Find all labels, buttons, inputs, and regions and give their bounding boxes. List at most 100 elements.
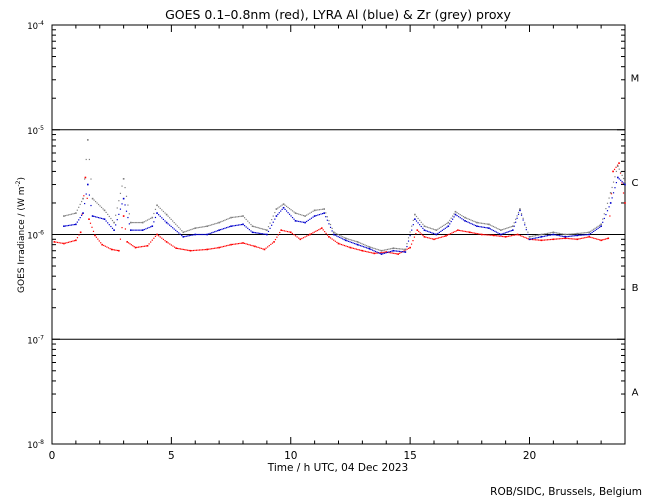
series-dot — [191, 250, 193, 252]
series-dot — [567, 237, 569, 240]
series-dot — [224, 219, 226, 221]
data-point — [63, 242, 65, 245]
data-point — [313, 215, 316, 217]
series-dot — [566, 233, 568, 235]
series-dot — [162, 238, 165, 241]
series-dot — [106, 246, 108, 248]
series-dot — [521, 235, 523, 237]
series-dot — [593, 237, 595, 239]
series-dot — [172, 220, 174, 222]
series-dot — [109, 248, 111, 250]
series-dot — [329, 223, 332, 226]
series-dot — [386, 251, 389, 254]
series-dot — [474, 224, 477, 227]
series-dot — [489, 224, 492, 226]
series-dot — [182, 248, 184, 251]
data-point — [564, 233, 567, 236]
series-dot — [97, 238, 99, 240]
series-dot — [437, 232, 439, 235]
series-dot — [364, 250, 366, 252]
series-dot — [500, 235, 502, 237]
data-point — [488, 223, 490, 226]
series-dot — [561, 233, 563, 235]
series-dot — [274, 211, 276, 214]
data-point — [600, 223, 602, 226]
series-dot — [364, 246, 366, 248]
series-dot — [531, 235, 534, 237]
series-dot — [534, 239, 537, 241]
series-dot — [334, 240, 336, 242]
series-dot — [304, 236, 306, 238]
series-dot — [179, 233, 181, 235]
series-dot — [602, 221, 604, 223]
series-dot — [425, 230, 427, 232]
series-dot — [272, 215, 274, 217]
series-dot — [497, 235, 499, 237]
series-dot — [111, 219, 114, 222]
series-dot — [81, 214, 83, 216]
flare-class-label: B — [632, 283, 639, 294]
series-dot — [312, 210, 314, 212]
data-point — [165, 241, 168, 243]
series-dot — [376, 251, 378, 253]
data-point — [282, 206, 285, 209]
series-dot — [450, 220, 452, 223]
series-dot — [428, 231, 430, 233]
data-point — [242, 215, 244, 217]
series-dot — [98, 240, 100, 242]
flare-class-label: C — [632, 178, 639, 189]
series-dot — [195, 249, 198, 251]
series-dot — [477, 222, 480, 224]
series-dot — [170, 225, 172, 228]
series-dot — [606, 202, 609, 204]
series-dot — [307, 213, 309, 215]
series-dot — [92, 230, 95, 232]
series-dot — [400, 248, 402, 250]
series-dot — [620, 179, 622, 181]
series-dot — [578, 238, 580, 240]
series-group — [63, 139, 626, 252]
y-tick-label: 10-7 — [27, 334, 44, 346]
flare-class-label: A — [632, 388, 639, 399]
series-dot — [272, 221, 274, 223]
y-tick-label: 10-6 — [27, 230, 44, 242]
series-dot — [395, 247, 397, 250]
series-dot — [621, 181, 623, 183]
series-dot — [603, 238, 605, 241]
series-dot — [403, 251, 405, 253]
data-point — [282, 203, 285, 205]
series-dot — [355, 240, 357, 243]
series-dot — [554, 234, 556, 236]
series-dot — [342, 236, 344, 238]
series-dot — [234, 224, 237, 227]
series-dot — [510, 226, 512, 228]
series-dot — [61, 242, 63, 244]
x-tick-label: 5 — [168, 450, 175, 462]
series-dot — [162, 210, 165, 213]
data-point — [165, 221, 168, 224]
series-dot — [119, 238, 122, 240]
series-dot — [537, 239, 540, 241]
data-point — [242, 223, 244, 226]
series-dot — [557, 234, 559, 236]
series-dot — [548, 239, 550, 241]
series-dot — [398, 250, 400, 252]
series-dot — [370, 246, 372, 249]
series-dot — [220, 229, 222, 231]
series-dot — [127, 216, 129, 219]
series-dot — [615, 170, 618, 173]
series-dot — [223, 220, 225, 222]
series-dot — [561, 237, 563, 240]
series-dot — [587, 236, 589, 238]
series-dot — [519, 235, 522, 237]
data-point — [368, 246, 371, 248]
series-dot — [438, 227, 440, 229]
series-dot — [302, 214, 305, 217]
series-dot — [215, 247, 217, 249]
series-dot — [318, 229, 320, 231]
series-dot — [233, 243, 235, 245]
series-dot — [108, 224, 110, 226]
series-dot — [498, 228, 500, 231]
series-dot — [581, 237, 583, 239]
series-dot — [78, 234, 80, 236]
